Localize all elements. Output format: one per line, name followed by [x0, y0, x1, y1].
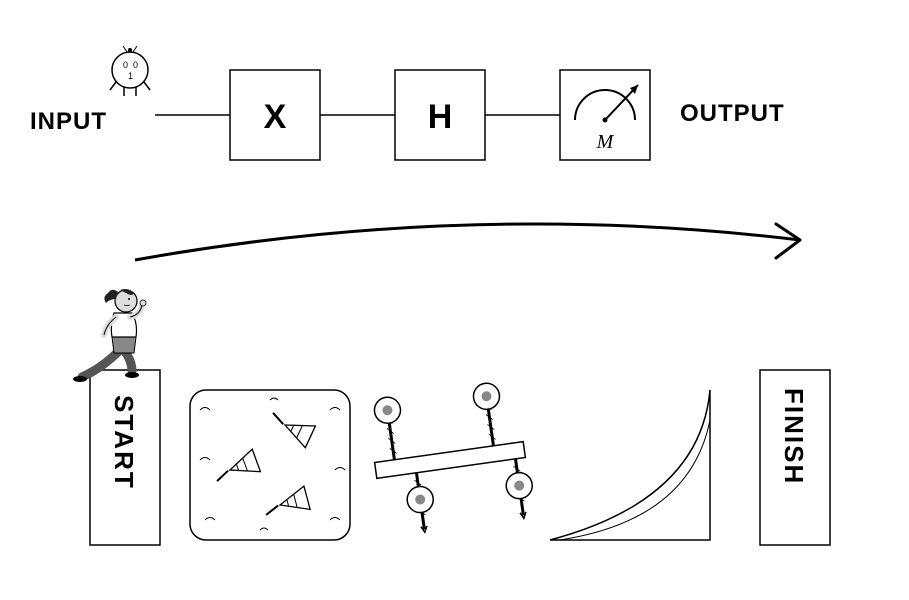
obstacle-mud-pit-icon — [190, 390, 350, 540]
obstacle-course — [0, 0, 909, 600]
start-label: START — [108, 395, 139, 490]
finish-label: FINISH — [778, 388, 809, 485]
obstacle-ramp-icon — [550, 390, 710, 540]
obstacle-hurdle-icon — [366, 379, 537, 538]
runner-icon — [73, 289, 146, 382]
